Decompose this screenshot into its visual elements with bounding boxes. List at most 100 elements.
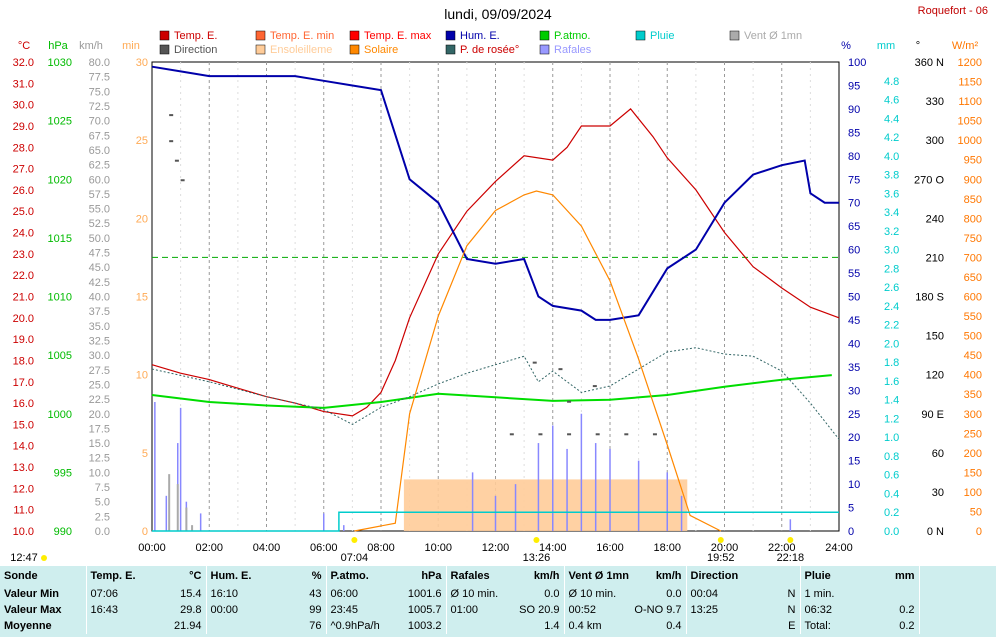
series-solar-line bbox=[354, 190, 722, 532]
stats-cell: O-NO 9.7 bbox=[634, 604, 682, 616]
axis-solar-tick: 0 bbox=[976, 526, 982, 538]
stats-cell: Total: bbox=[799, 618, 866, 634]
stats-cell: 1001.6 bbox=[407, 588, 442, 600]
legend-label: Rafales bbox=[554, 44, 592, 56]
axis-solar-tick: 1100 bbox=[958, 96, 982, 108]
axis-rain-tick: 1.8 bbox=[884, 357, 899, 369]
legend-swatch bbox=[349, 44, 360, 55]
axis-wind-tick: 10.0 bbox=[89, 467, 110, 479]
axis-wind-tick: 35.0 bbox=[89, 321, 110, 333]
stats-cell: SO 20.9 bbox=[519, 604, 560, 616]
axis-pressure-tick: 1030 bbox=[48, 57, 72, 69]
axis-temp-tick: 27.0 bbox=[13, 164, 34, 176]
axis-wind-tick: 15.0 bbox=[89, 438, 110, 450]
axis-temp-tick: 18.0 bbox=[13, 355, 34, 367]
stats-cell: 1.4 bbox=[544, 620, 560, 632]
legend-swatch bbox=[445, 30, 456, 41]
axis-temp-tick: 32.0 bbox=[13, 57, 34, 69]
legend-swatch bbox=[255, 30, 266, 41]
stats-cell: 16:43 bbox=[85, 602, 148, 618]
legend-swatch bbox=[349, 30, 360, 41]
x-tick-label: 22:00 bbox=[768, 542, 796, 554]
stats-cell: 76 bbox=[309, 620, 322, 632]
x-tick-label: 04:00 bbox=[253, 542, 281, 554]
axis-rain-tick: 1.2 bbox=[884, 413, 899, 425]
axis-temp-tick: 29.0 bbox=[13, 121, 34, 133]
stats-header-raf-unit: km/h bbox=[533, 570, 560, 582]
axis-direction-tick: 330 bbox=[926, 96, 944, 108]
axis-direction-tick: 90 E bbox=[921, 409, 944, 421]
stats-cell: Ø 10 min. bbox=[563, 586, 630, 602]
axis-solar-tick: 550 bbox=[964, 311, 982, 323]
direction-point bbox=[558, 368, 563, 371]
direction-point bbox=[169, 114, 174, 117]
stats-cell: 99 bbox=[309, 604, 322, 616]
x-tick-label: 12:00 bbox=[482, 542, 510, 554]
stats-cell: 15.4 bbox=[180, 588, 202, 600]
axis-direction-tick: 270 O bbox=[914, 174, 944, 186]
direction-point bbox=[652, 433, 657, 436]
stats-cell: E bbox=[788, 620, 796, 632]
axis-solar-tick: 500 bbox=[964, 331, 982, 343]
direction-point bbox=[592, 385, 597, 388]
direction-point bbox=[538, 433, 543, 436]
axis-direction-tick: 30 bbox=[932, 487, 944, 499]
stats-header-pluie: Pluie bbox=[799, 566, 866, 586]
series-pressure-line bbox=[151, 374, 832, 409]
axis-wind-tick: 12.5 bbox=[89, 453, 110, 465]
sun-marker-icon bbox=[351, 537, 358, 543]
axis-rain-tick: 0.6 bbox=[884, 470, 899, 482]
axis-wind-tick: 40.0 bbox=[89, 292, 110, 304]
x-tick-label: 18:00 bbox=[653, 542, 681, 554]
axis-rain-tick: 3.2 bbox=[884, 226, 899, 238]
axis-temp-tick: 22.0 bbox=[13, 270, 34, 282]
axis-solar-tick: 150 bbox=[964, 467, 982, 479]
legend-swatch bbox=[159, 44, 170, 55]
axis-rain-tick: 0.2 bbox=[884, 507, 899, 519]
axis-minutes-tick: 0 bbox=[142, 526, 148, 538]
axis-humidity-tick: 50 bbox=[848, 292, 860, 304]
axis-humidity-tick: 80 bbox=[848, 151, 860, 163]
axis-wind-tick: 62.5 bbox=[89, 160, 110, 172]
axis-minutes-tick: 5 bbox=[142, 448, 148, 460]
stats-cell bbox=[685, 618, 752, 634]
axis-humidity-tick: 75 bbox=[848, 174, 860, 186]
axis-temp-tick: 26.0 bbox=[13, 185, 34, 197]
axis-solar-tick: 450 bbox=[964, 350, 982, 362]
axis-humidity-unit: % bbox=[841, 40, 851, 52]
sunshine-area bbox=[403, 479, 688, 531]
stats-cell: 0.4 bbox=[666, 620, 682, 632]
stats-cell-blank bbox=[918, 586, 996, 602]
axis-wind-tick: 37.5 bbox=[89, 306, 110, 318]
stats-cell: 29.8 bbox=[180, 604, 202, 616]
x-tick-label: 08:00 bbox=[367, 542, 395, 554]
axis-solar-tick: 1050 bbox=[958, 116, 982, 128]
axis-solar-unit: W/m² bbox=[952, 40, 979, 52]
axis-wind-tick: 0.0 bbox=[95, 526, 110, 538]
axis-wind-unit: km/h bbox=[79, 40, 103, 52]
legend-swatch bbox=[729, 30, 740, 41]
axis-humidity-tick: 0 bbox=[848, 526, 854, 538]
axis-solar-tick: 850 bbox=[964, 194, 982, 206]
stats-row-label: Moyenne bbox=[4, 620, 52, 632]
x-tick-label: 16:00 bbox=[596, 542, 624, 554]
axis-direction-tick: 0 N bbox=[927, 526, 944, 538]
legend-label: Direction bbox=[174, 44, 217, 56]
x-tick-label: 20:00 bbox=[711, 542, 739, 554]
axis-temp-tick: 12.0 bbox=[13, 483, 34, 495]
axis-humidity-tick: 85 bbox=[848, 127, 860, 139]
axis-solar-tick: 900 bbox=[964, 174, 982, 186]
axis-minutes-tick: 20 bbox=[136, 213, 148, 225]
legend-label: Hum. E. bbox=[460, 30, 500, 42]
sun-marker-label: 12:47 bbox=[10, 552, 38, 564]
axis-wind-tick: 60.0 bbox=[89, 174, 110, 186]
axis-pressure-tick: 990 bbox=[54, 526, 72, 538]
axis-rain-tick: 2.2 bbox=[884, 320, 899, 332]
axis-direction-tick: 180 S bbox=[915, 292, 944, 304]
legend-swatch bbox=[159, 30, 170, 41]
axis-temp-tick: 13.0 bbox=[13, 462, 34, 474]
axis-rain-tick: 4.0 bbox=[884, 151, 899, 163]
stats-cell: 06:32 bbox=[799, 602, 866, 618]
sun-marker-label: 19:52 bbox=[707, 552, 735, 564]
axis-wind-tick: 20.0 bbox=[89, 409, 110, 421]
